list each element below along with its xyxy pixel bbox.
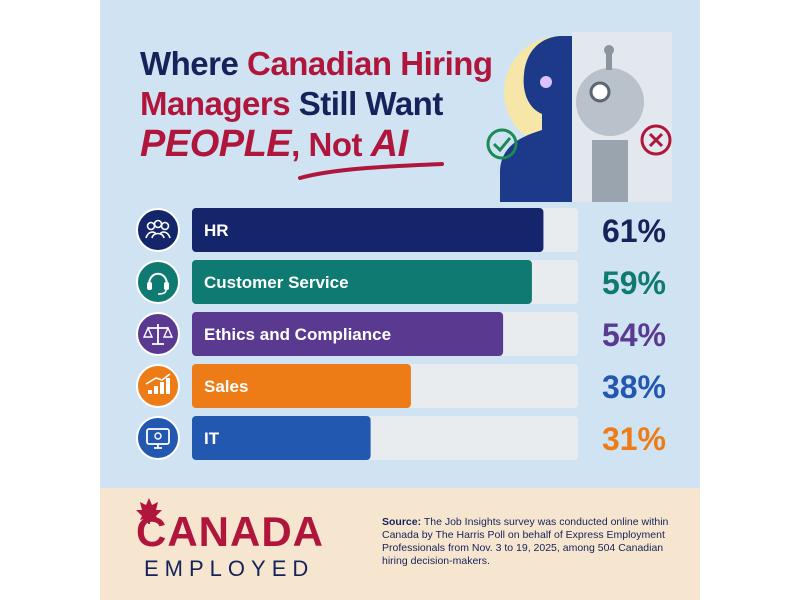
category-label: IT [204, 429, 220, 448]
brand-subtitle: EMPLOYED [144, 556, 315, 581]
bar-customer-service [192, 260, 532, 304]
category-label: Customer Service [204, 273, 349, 292]
headline-part: Where [140, 45, 248, 82]
source-note: Source: The Job Insights survey was cond… [382, 516, 672, 568]
computer-icon [136, 416, 180, 460]
growth-chart-icon [136, 364, 180, 408]
source-text: The Job Insights survey was conducted on… [382, 516, 669, 567]
headline-ai: AI [370, 123, 409, 165]
check-icon [486, 128, 518, 160]
infographic-card: Where Canadian Hiring Managers Still Wan… [100, 0, 700, 600]
bar-chart: HR 61% Customer Service 59% Ethics and Compl… [136, 208, 666, 460]
robot-eye-icon [589, 81, 611, 103]
bar-it [192, 416, 371, 460]
headline: Where Canadian Hiring Managers Still Wan… [140, 44, 500, 165]
maple-leaf-icon [136, 498, 162, 524]
category-label: HR [204, 221, 229, 240]
value-label: 54% [602, 317, 666, 353]
heart-icon [540, 76, 552, 88]
category-label: Ethics and Compliance [204, 325, 391, 344]
scales-icon [136, 312, 180, 356]
bar-hr [192, 208, 544, 252]
value-label: 31% [602, 421, 666, 457]
underline-swoosh [298, 162, 444, 180]
value-label: 59% [602, 265, 666, 301]
human-vs-robot-illustration [486, 32, 672, 202]
value-label: 61% [602, 213, 666, 249]
category-label: Sales [204, 377, 248, 396]
value-label: 38% [602, 369, 666, 405]
bar-sales [192, 364, 411, 408]
headline-part: Still Want [290, 85, 444, 122]
headset-icon [136, 260, 180, 304]
source-label: Source: [382, 516, 422, 528]
brand-name: CANADA [136, 508, 324, 555]
headline-people: PEOPLE [140, 123, 292, 165]
people-icon [136, 208, 180, 252]
footer: CANADA EMPLOYED Source: The Job Insights… [100, 488, 700, 600]
cross-icon [640, 124, 672, 156]
headline-part-highlight: Canadian Hiring [247, 45, 493, 82]
headline-part-highlight: Managers [140, 85, 291, 122]
headline-part-highlight: , Not [291, 126, 371, 163]
bar-ethics-and-compliance [192, 312, 504, 356]
